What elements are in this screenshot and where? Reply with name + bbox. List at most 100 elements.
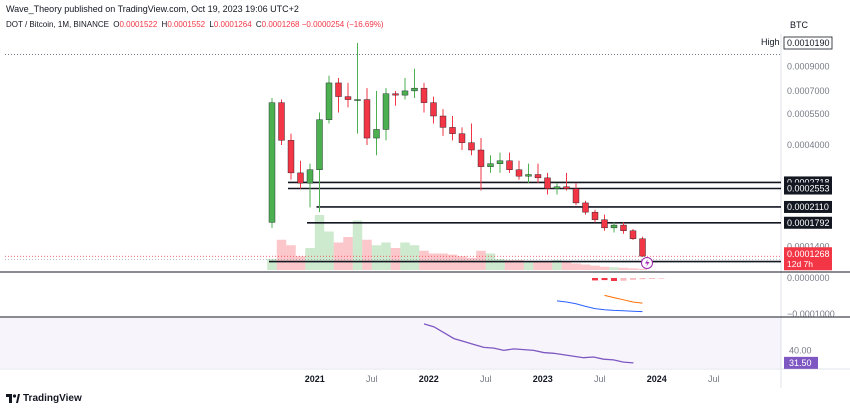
candle-body bbox=[515, 169, 523, 177]
close-value: 0.0001268 bbox=[261, 20, 300, 29]
volume-profile-bar bbox=[590, 265, 600, 270]
current-price-box bbox=[784, 247, 832, 271]
candle bbox=[335, 77, 342, 113]
candle-body bbox=[344, 96, 352, 100]
candle bbox=[544, 172, 551, 195]
level-price-label: 0.0002718 bbox=[787, 177, 830, 187]
candle bbox=[639, 236, 646, 257]
rsi-band bbox=[0, 318, 781, 368]
macd-histogram-bar bbox=[639, 278, 646, 280]
candle bbox=[420, 82, 428, 113]
close-label: C bbox=[255, 20, 262, 29]
candle bbox=[401, 77, 409, 100]
candle-body bbox=[363, 99, 371, 139]
macd-line bbox=[556, 300, 643, 313]
candle-body bbox=[601, 219, 608, 229]
candle-body bbox=[591, 211, 599, 220]
candle-body bbox=[401, 90, 409, 96]
time-tick-label: 2021 bbox=[305, 374, 325, 384]
open-value: 0.0001522 bbox=[119, 20, 158, 29]
candle bbox=[392, 90, 399, 106]
currency-label: BTC bbox=[790, 20, 808, 30]
volume-profile-bar bbox=[305, 248, 315, 270]
macd-tick-label: 0.0000000 bbox=[787, 273, 830, 283]
candle-body bbox=[525, 174, 532, 177]
candle bbox=[468, 123, 475, 156]
time-tick-label: Jul bbox=[480, 374, 492, 384]
candle bbox=[354, 42, 361, 134]
candle-body bbox=[316, 119, 323, 170]
candle bbox=[373, 90, 380, 156]
level-price-box bbox=[784, 216, 832, 229]
volume-profile-bar bbox=[286, 245, 296, 270]
volume-profile-bar bbox=[352, 220, 363, 270]
symbol-legend[interactable]: DOT / Bitcoin, 1M, BINANCE O0.0001522 H0… bbox=[6, 20, 384, 29]
rsi-line bbox=[423, 323, 634, 364]
candle-body bbox=[382, 93, 390, 130]
candle-body bbox=[544, 177, 551, 189]
candle bbox=[287, 133, 295, 180]
volume-profile-bar bbox=[628, 268, 638, 270]
candle bbox=[344, 82, 352, 108]
lightning-bolt-icon[interactable] bbox=[641, 257, 653, 269]
price-tick-label: 0.0005500 bbox=[787, 109, 830, 119]
candle bbox=[620, 222, 627, 234]
candle bbox=[506, 152, 513, 173]
volume-profile-bar bbox=[314, 215, 325, 270]
candle bbox=[534, 163, 542, 184]
candle-body bbox=[430, 102, 437, 117]
time-axis-ticks: 2021 Jul 2022 Jul 2023 Jul 2024 Jul bbox=[305, 374, 720, 384]
candle bbox=[325, 75, 333, 124]
candle bbox=[601, 214, 608, 231]
candle-body bbox=[553, 186, 561, 189]
volume-profile-bar bbox=[542, 261, 553, 270]
price-tick-label: 0.0007000 bbox=[787, 86, 830, 96]
candle bbox=[629, 229, 637, 240]
price-tick-label: 0.0001400 bbox=[787, 242, 830, 252]
volume-profile-bar bbox=[637, 268, 648, 270]
time-tick-label: 2022 bbox=[419, 374, 439, 384]
volume-profile-bar bbox=[514, 260, 524, 270]
candle-body bbox=[449, 127, 456, 134]
open-label: O bbox=[113, 20, 120, 29]
rsi-indicator: 40.00 31.50 bbox=[423, 323, 818, 369]
candle-body bbox=[477, 149, 485, 167]
level-price-label: 0.0001792 bbox=[787, 218, 830, 228]
volume-profile-bar bbox=[267, 259, 277, 270]
candle-body bbox=[563, 186, 570, 189]
candle bbox=[439, 109, 447, 136]
level-price-label: 0.0002553 bbox=[787, 184, 830, 194]
volume-profile-bar bbox=[476, 250, 486, 270]
macd-histogram-bar bbox=[620, 278, 627, 281]
candle-body bbox=[287, 140, 295, 174]
candle-body bbox=[278, 102, 285, 141]
candle-body bbox=[268, 102, 276, 223]
candle-body bbox=[325, 82, 333, 120]
candle-body bbox=[629, 230, 637, 239]
time-tick-label: 2023 bbox=[533, 374, 553, 384]
candle bbox=[268, 98, 276, 228]
candle bbox=[449, 116, 456, 141]
candle bbox=[496, 152, 504, 173]
candle bbox=[363, 88, 371, 146]
candle bbox=[477, 138, 485, 191]
rsi-tick-label: 40.00 bbox=[789, 345, 812, 355]
footer-brand: TradingView bbox=[23, 393, 82, 404]
high-price-label: 0.0010190 bbox=[787, 38, 830, 48]
macd-histogram-bar bbox=[649, 278, 655, 279]
candle bbox=[458, 127, 466, 151]
volume-profile-bar bbox=[580, 264, 591, 270]
volume-profile-bar bbox=[533, 261, 543, 270]
candle-body bbox=[439, 115, 447, 128]
low-value: 0.0001264 bbox=[213, 20, 252, 29]
candle-body bbox=[534, 174, 542, 179]
candle-countdown-label: 12d 7h bbox=[787, 259, 813, 269]
volume-profile-bar bbox=[371, 245, 382, 270]
candle-body bbox=[620, 224, 627, 231]
candle bbox=[563, 172, 570, 191]
volume-profile-bar bbox=[599, 266, 610, 270]
publisher-line: Wave_Theory published on TradingView.com… bbox=[6, 4, 299, 14]
change-value: −0.0000254 (−16.69%) bbox=[301, 20, 384, 29]
